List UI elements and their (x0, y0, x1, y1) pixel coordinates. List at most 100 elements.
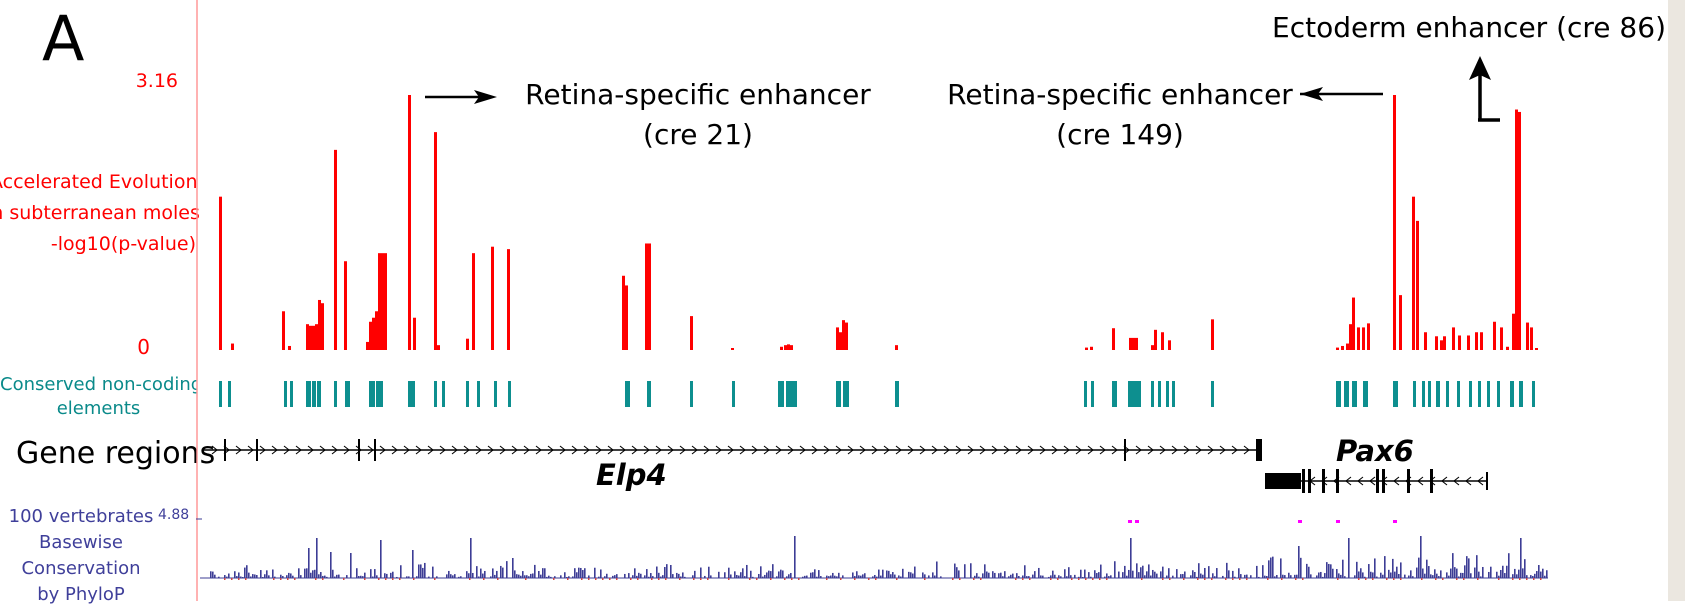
conservation-bar (1184, 571, 1186, 578)
conservation-bar (910, 572, 912, 578)
conservation-bar (588, 575, 590, 578)
acceleration-bar (842, 320, 845, 350)
strand-chevron-elp4 (307, 445, 314, 455)
acceleration-bar (369, 321, 372, 350)
strand-chevron-elp4 (787, 445, 794, 455)
conservation-bar (408, 576, 410, 578)
strand-chevron-elp4 (751, 445, 758, 455)
conservation-bar (1400, 562, 1402, 578)
conservation-bar (244, 567, 246, 578)
conservation-neg-tick (875, 578, 877, 580)
conservation-bar (1234, 576, 1236, 578)
conservation-bar (806, 575, 808, 578)
conservation-bar (1010, 574, 1012, 578)
conservation-bar (1536, 571, 1538, 578)
conservation-bar (1508, 553, 1510, 578)
conservation-bar (1418, 557, 1420, 578)
strand-chevron-elp4 (799, 445, 806, 455)
strand-chevron-elp4 (235, 445, 242, 455)
acceleration-bar (1132, 337, 1135, 350)
conservation-bar (1144, 575, 1146, 578)
conservation-bar (468, 573, 470, 578)
conservation-bar (1246, 574, 1248, 578)
conservation-bar (1258, 576, 1260, 578)
acceleration-bar (895, 345, 898, 350)
conservation-bar (1438, 576, 1440, 578)
acceleration-bar (491, 246, 494, 350)
conservation-bar (1084, 569, 1086, 578)
conservation-bar (886, 570, 888, 578)
conservation-bar (1474, 567, 1476, 578)
strand-chevron-elp4 (523, 445, 530, 455)
conservation-bar (286, 575, 288, 578)
acceleration-bar (1154, 329, 1157, 350)
exon-pax6 (1430, 469, 1433, 493)
conservation-bar (1118, 571, 1120, 578)
cne-mark (843, 381, 849, 407)
strand-chevron-elp4 (739, 445, 746, 455)
conservation-bar (306, 568, 308, 578)
strand-chevron-pax6 (1357, 476, 1364, 486)
conservation-bar (272, 569, 274, 578)
conservation-bar (1450, 568, 1452, 578)
conservation-bar (830, 575, 832, 578)
conservation-bar (332, 569, 334, 578)
conservation-bar (860, 575, 862, 578)
conservation-bar (982, 573, 984, 578)
conservation-bar (1282, 574, 1284, 578)
conservation-bar (924, 574, 926, 578)
cne-mark (1172, 381, 1175, 407)
acceleration-bar (315, 324, 318, 350)
conservation-bar (1412, 576, 1414, 578)
conservation-bar (814, 569, 816, 578)
conservation-bar (572, 576, 574, 578)
conservation-bar (826, 575, 828, 578)
conservation-neg-tick (378, 578, 380, 580)
acceleration-bar (309, 325, 312, 350)
conservation-max-label: 4.88 (158, 507, 190, 523)
conservation-bar (872, 576, 874, 578)
conservation-bar (678, 573, 680, 578)
cne-track-label: Conserved non-coding elements (0, 373, 197, 421)
acceleration-bar (1480, 332, 1483, 350)
strand-chevron-elp4 (535, 445, 542, 455)
cne-mark (1469, 381, 1472, 407)
conservation-bar (1360, 568, 1362, 578)
conservation-bar (1454, 567, 1456, 578)
conservation-bar (646, 569, 648, 578)
conservation-neg-tick (959, 578, 961, 580)
conservation-bar (274, 576, 276, 578)
cne-label-line-2: elements (56, 398, 141, 419)
conservation-bar (1114, 561, 1116, 578)
acceleration-bars (219, 95, 1538, 351)
conservation-bar (264, 574, 266, 578)
conservation-bar (1172, 575, 1174, 578)
conservation-bar (1534, 573, 1536, 578)
cne-marks (219, 381, 1535, 407)
strand-chevron-elp4 (415, 445, 422, 455)
conservation-bar (246, 565, 248, 578)
conservation-bar (1198, 563, 1200, 578)
strand-chevron-elp4 (499, 445, 506, 455)
cne-mark (1158, 381, 1161, 407)
conservation-bar (782, 570, 784, 578)
conservation-neg-tick (1358, 578, 1360, 580)
conservation-bar (1244, 574, 1246, 578)
acceleration-bar (1458, 335, 1461, 350)
acceleration-bar (282, 311, 285, 350)
strand-chevron-elp4 (859, 445, 866, 455)
conservation-bar (1542, 568, 1544, 578)
acceleration-bar (1412, 196, 1415, 350)
conservation-neg-tick (434, 578, 436, 580)
exon-elp4 (256, 439, 258, 461)
conservation-bar (1250, 575, 1252, 578)
conservation-bar (524, 575, 526, 578)
strand-chevron-elp4 (559, 445, 566, 455)
acceleration-bar (836, 327, 839, 350)
conservation-neg-tick (231, 578, 233, 580)
gene-models (204, 439, 1488, 493)
cne-mark (786, 381, 793, 407)
conservation-bar (1468, 558, 1470, 578)
conservation-bar (362, 576, 364, 578)
utr-pax6 (1265, 473, 1301, 489)
